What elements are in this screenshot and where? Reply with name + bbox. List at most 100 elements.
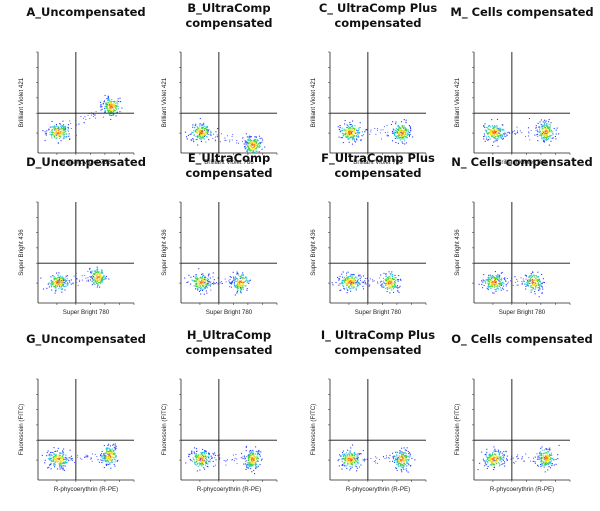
data-point (534, 288, 536, 290)
data-point (538, 452, 541, 454)
data-point (57, 128, 60, 130)
data-point (53, 131, 55, 133)
data-point (231, 282, 233, 284)
data-point (402, 133, 404, 135)
data-point (235, 280, 237, 282)
data-point (395, 458, 396, 460)
data-point (103, 466, 105, 469)
data-point (491, 454, 493, 456)
data-point (497, 132, 499, 134)
data-point (199, 132, 201, 134)
data-point (535, 130, 537, 132)
data-point (495, 133, 497, 135)
data-point (230, 276, 232, 279)
data-point (54, 126, 56, 128)
data-point (102, 279, 104, 281)
data-point (499, 458, 501, 460)
data-point (214, 452, 216, 454)
data-point (342, 450, 345, 452)
data-point (491, 130, 493, 132)
data-point (521, 458, 523, 460)
data-point (241, 288, 243, 290)
data-point (207, 129, 209, 131)
data-point (58, 465, 60, 467)
data-point (484, 465, 486, 467)
data-point (250, 467, 252, 470)
data-point (388, 287, 390, 289)
data-point (344, 281, 346, 283)
data-point (407, 459, 409, 461)
data-point (343, 462, 346, 464)
data-point (56, 127, 58, 129)
data-point (343, 288, 346, 290)
data-point (245, 450, 247, 452)
data-point (53, 464, 55, 467)
data-point (398, 127, 400, 129)
data-point (406, 128, 408, 131)
data-point (186, 138, 188, 140)
data-point (396, 467, 398, 469)
panel-title: D_Uncompensated (26, 155, 146, 170)
data-point (196, 450, 198, 452)
data-point (97, 277, 99, 279)
data-point (255, 463, 257, 465)
data-point (106, 447, 108, 449)
data-point (515, 133, 517, 135)
data-point (355, 458, 357, 460)
data-point (201, 462, 203, 464)
data-point (544, 132, 546, 134)
data-point (251, 148, 254, 150)
data-point (383, 456, 384, 458)
data-point (400, 134, 402, 136)
data-point (487, 286, 489, 288)
data-point (500, 457, 502, 459)
data-point (346, 124, 348, 126)
data-point (488, 125, 490, 127)
data-point (203, 461, 205, 463)
data-point (499, 128, 501, 131)
data-point (409, 126, 411, 128)
data-point (188, 456, 190, 458)
data-point (349, 121, 351, 123)
data-point (59, 457, 62, 459)
data-point (407, 462, 409, 465)
data-point (99, 275, 101, 277)
data-point (353, 279, 356, 282)
data-point (486, 129, 488, 131)
data-point (106, 451, 108, 453)
data-point (248, 461, 250, 464)
data-point (101, 271, 103, 273)
data-point (402, 127, 405, 130)
data-point (482, 279, 484, 281)
data-point (493, 277, 495, 279)
data-point (238, 274, 240, 276)
data-point (115, 105, 117, 107)
data-point (341, 458, 343, 460)
data-point (504, 462, 506, 464)
data-point (534, 274, 536, 277)
data-point (541, 126, 543, 128)
data-point (249, 147, 251, 149)
data-point (345, 136, 347, 138)
data-point (359, 131, 361, 133)
data-point (67, 124, 70, 126)
data-point (101, 280, 103, 282)
data-point (197, 286, 199, 288)
data-point (548, 456, 550, 458)
y-axis-label: Brilliant Violet 421 (310, 77, 317, 127)
data-point (62, 453, 64, 455)
data-point (544, 464, 546, 466)
data-point (359, 280, 361, 282)
data-point (547, 125, 549, 127)
data-point (487, 288, 489, 291)
data-point (400, 465, 402, 467)
data-point (51, 280, 53, 283)
data-point (390, 280, 392, 282)
data-point (550, 460, 552, 462)
data-point (380, 284, 382, 287)
data-point (532, 271, 534, 273)
data-point (539, 132, 541, 134)
data-point (204, 130, 206, 132)
data-point (357, 284, 359, 286)
scatter-points (337, 444, 416, 473)
